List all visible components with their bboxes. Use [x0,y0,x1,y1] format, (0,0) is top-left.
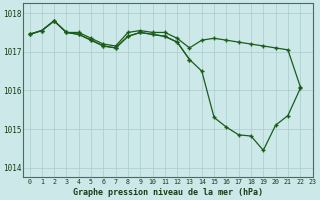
X-axis label: Graphe pression niveau de la mer (hPa): Graphe pression niveau de la mer (hPa) [73,188,263,197]
